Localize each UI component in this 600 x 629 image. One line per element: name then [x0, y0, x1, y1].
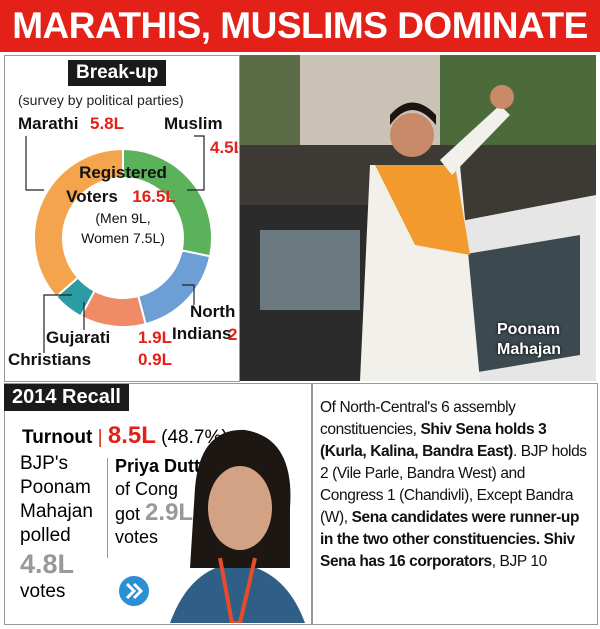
- text-line: got 2.9L: [115, 501, 200, 526]
- value-label: 2.8L: [228, 325, 238, 344]
- category-label: Marathi: [18, 114, 78, 133]
- value-label: 0.9L: [138, 350, 172, 369]
- category-label: Muslim: [164, 114, 223, 133]
- text-segment: . BJP holds 2 (Vile Parle, Bandra West) …: [320, 443, 587, 526]
- text-segment: Of North-Central's 6 assembly constituen…: [320, 399, 516, 438]
- text-line: votes: [115, 527, 159, 547]
- text-segment: Sena candidates were runner-up in the tw…: [320, 509, 580, 570]
- text-line: votes: [20, 581, 66, 602]
- text-line: BJP's: [20, 453, 68, 474]
- center-text: (Men 9L,: [95, 210, 150, 226]
- text-panel: [312, 383, 598, 625]
- recall-tag: 2014 Recall: [4, 384, 129, 411]
- leader-line: [25, 136, 44, 191]
- category-label: Gujarati: [46, 328, 110, 347]
- text-segment: , BJP 10: [491, 553, 548, 570]
- recall-panel: [4, 383, 312, 625]
- turnout-value: 8.5L: [107, 422, 156, 449]
- text-word: got: [115, 504, 141, 524]
- center-text: 16.5L: [132, 187, 175, 206]
- caption-line: Mahajan: [497, 341, 562, 358]
- divider: [107, 458, 108, 558]
- portrait: [170, 429, 305, 623]
- right-stat: Priya Dutt of Cong got 2.9L votes: [115, 455, 200, 549]
- photo: [240, 55, 596, 381]
- text-line: Poonam: [20, 477, 91, 498]
- value-label: 4.5L: [210, 138, 238, 157]
- text-line: polled: [20, 525, 71, 546]
- center-text: Registered: [79, 163, 167, 182]
- photo-caption: Poonam Mahajan: [497, 320, 561, 360]
- label-part: Indians: [172, 324, 232, 343]
- text-line: Priya Dutt: [115, 456, 201, 476]
- value-label: 5.8L: [90, 114, 124, 133]
- value-label: 1.9L: [138, 328, 172, 347]
- text-line: Mahajan: [20, 501, 93, 522]
- category-label: Christians: [8, 350, 91, 369]
- donut-segment: [33, 147, 124, 299]
- title: MARATHIS, MUSLIMS DOMINATE: [0, 0, 600, 52]
- leader-line: [187, 135, 205, 191]
- text-line: of Cong: [115, 479, 179, 499]
- center-text: Women 7.5L): [81, 230, 165, 246]
- category-label: North Indians: [172, 302, 235, 343]
- label-part: North: [190, 302, 235, 321]
- stat-value: 4.8L: [20, 549, 75, 579]
- left-stat: BJP's Poonam Mahajan polled 4.8L votes: [20, 452, 93, 604]
- leader-line: [182, 284, 195, 305]
- text-segment: Shiv Sena holds 3 (Kurla, Kalina, Bandra…: [320, 421, 547, 460]
- turnout-label: Turnout: [22, 427, 93, 448]
- breakup-panel: [4, 55, 240, 382]
- stat-value: 2.9L: [145, 499, 194, 526]
- breakup-tag: Break-up: [68, 60, 167, 86]
- leader-line: [43, 294, 72, 353]
- paragraph: Of North-Central's 6 assembly constituen…: [320, 397, 592, 573]
- subtitle: (survey by political parties): [18, 92, 184, 108]
- donut-chart: Registered Voters 16.5L (Men 9L, Women 7.5L)…: [8, 114, 238, 369]
- arrow-icon[interactable]: [116, 573, 152, 609]
- caption-line: Poonam: [497, 321, 561, 338]
- center-text: Voters: [66, 187, 118, 206]
